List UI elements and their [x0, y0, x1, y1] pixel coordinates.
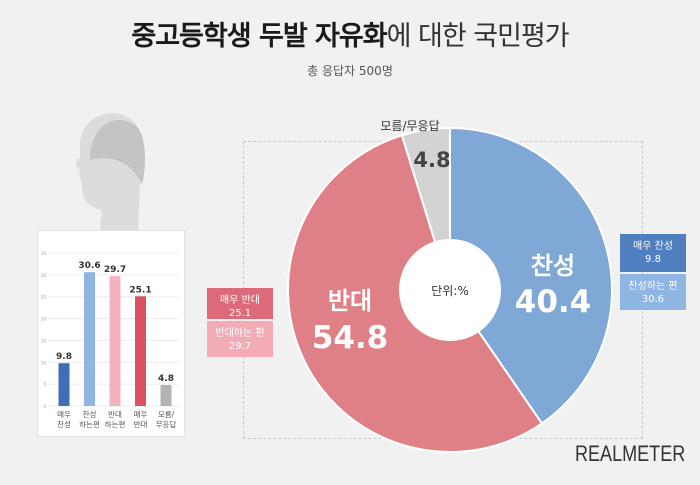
bar-category-label: 하는편: [105, 419, 126, 429]
unit-label: 단위:%: [431, 284, 469, 298]
title-rest: 에 대한 국민평가: [386, 21, 570, 52]
donut-hole: [401, 241, 499, 339]
bar-y-tick: 15: [41, 338, 47, 343]
bar: [84, 272, 95, 406]
head-silhouette-icon: [76, 113, 146, 230]
very-approve-value: 9.8: [645, 254, 661, 265]
bar-y-tick: 25: [41, 295, 47, 300]
title-bold: 중고등학생 두발 자유화: [131, 21, 387, 52]
somewhat-oppose-value: 29.7: [228, 341, 252, 352]
very-approve-box: 매우 찬성 9.8: [620, 234, 686, 272]
pie-value-approve: 40.4: [515, 284, 592, 320]
bar: [58, 363, 70, 406]
bar-chart-panel: 0 5 10 15 20 25 30 35 9.8 매우 찬성 30.6 찬성 하는편 29.7 반대 하는편 2…: [37, 230, 185, 437]
bar-chart: 051015202530359.8매우찬성30.6찬성하는편29.7반대하는편2…: [41, 251, 178, 429]
bar-category-label: 무응답: [156, 419, 177, 429]
pie-label-approve: 찬성: [531, 252, 575, 280]
pie-value-none: 4.8: [413, 148, 450, 172]
bar-y-tick: 0: [43, 404, 46, 409]
pie-label-oppose: 반대: [328, 287, 372, 315]
pie-value-oppose: 54.8: [312, 320, 389, 356]
bar-category-label: 매우: [134, 410, 148, 419]
bar-category-label: 반대: [108, 410, 122, 419]
somewhat-oppose-box: 반대하는 편 29.7: [207, 321, 273, 357]
bar-y-tick: 5: [43, 382, 46, 387]
somewhat-approve-box: 찬성하는 편 30.6: [620, 274, 686, 310]
bar-value-label: 29.7: [104, 265, 126, 275]
bar-category-label: 모름/: [158, 410, 175, 419]
somewhat-approve-label: 찬성하는 편: [628, 281, 678, 292]
very-oppose-label: 매우 반대: [220, 295, 260, 306]
bar-y-tick: 30: [41, 273, 47, 278]
brand-logo: REALMETER: [575, 441, 686, 466]
bar-category-label: 찬성: [83, 409, 97, 419]
bar: [160, 385, 172, 406]
somewhat-oppose-label: 반대하는 편: [215, 328, 265, 339]
pie-slice-oppose: [287, 134, 544, 453]
bar-y-tick: 20: [41, 317, 47, 322]
bar-category-label: 반대: [134, 420, 148, 429]
pie-label-none: 모름/무응답: [380, 119, 439, 133]
chart-title: 중고등학생 두발 자유화에 대한 국민평가: [0, 14, 700, 53]
very-oppose-box: 매우 반대 25.1: [207, 288, 273, 319]
bar-value-label: 4.8: [158, 374, 174, 384]
bar: [109, 276, 121, 406]
somewhat-approve-value: 30.6: [641, 294, 665, 305]
bar: [135, 296, 146, 406]
bar-y-tick: 10: [41, 360, 47, 365]
very-oppose-value: 25.1: [228, 308, 252, 319]
very-approve-label: 매우 찬성: [633, 241, 673, 252]
bar-category-label: 찬성: [57, 419, 71, 429]
pie-slice-approve: [449, 126, 613, 425]
bar-category-label: 하는편: [79, 419, 100, 429]
bar-y-tick: 35: [41, 251, 47, 256]
bar-category-label: 매우: [57, 410, 71, 419]
respondent-count: 총 응답자 500명: [307, 64, 393, 78]
bar-value-label: 25.1: [129, 285, 151, 295]
bar-value-label: 9.8: [56, 352, 72, 362]
bar-value-label: 30.6: [78, 261, 100, 271]
pie-slice-none: [400, 126, 451, 244]
